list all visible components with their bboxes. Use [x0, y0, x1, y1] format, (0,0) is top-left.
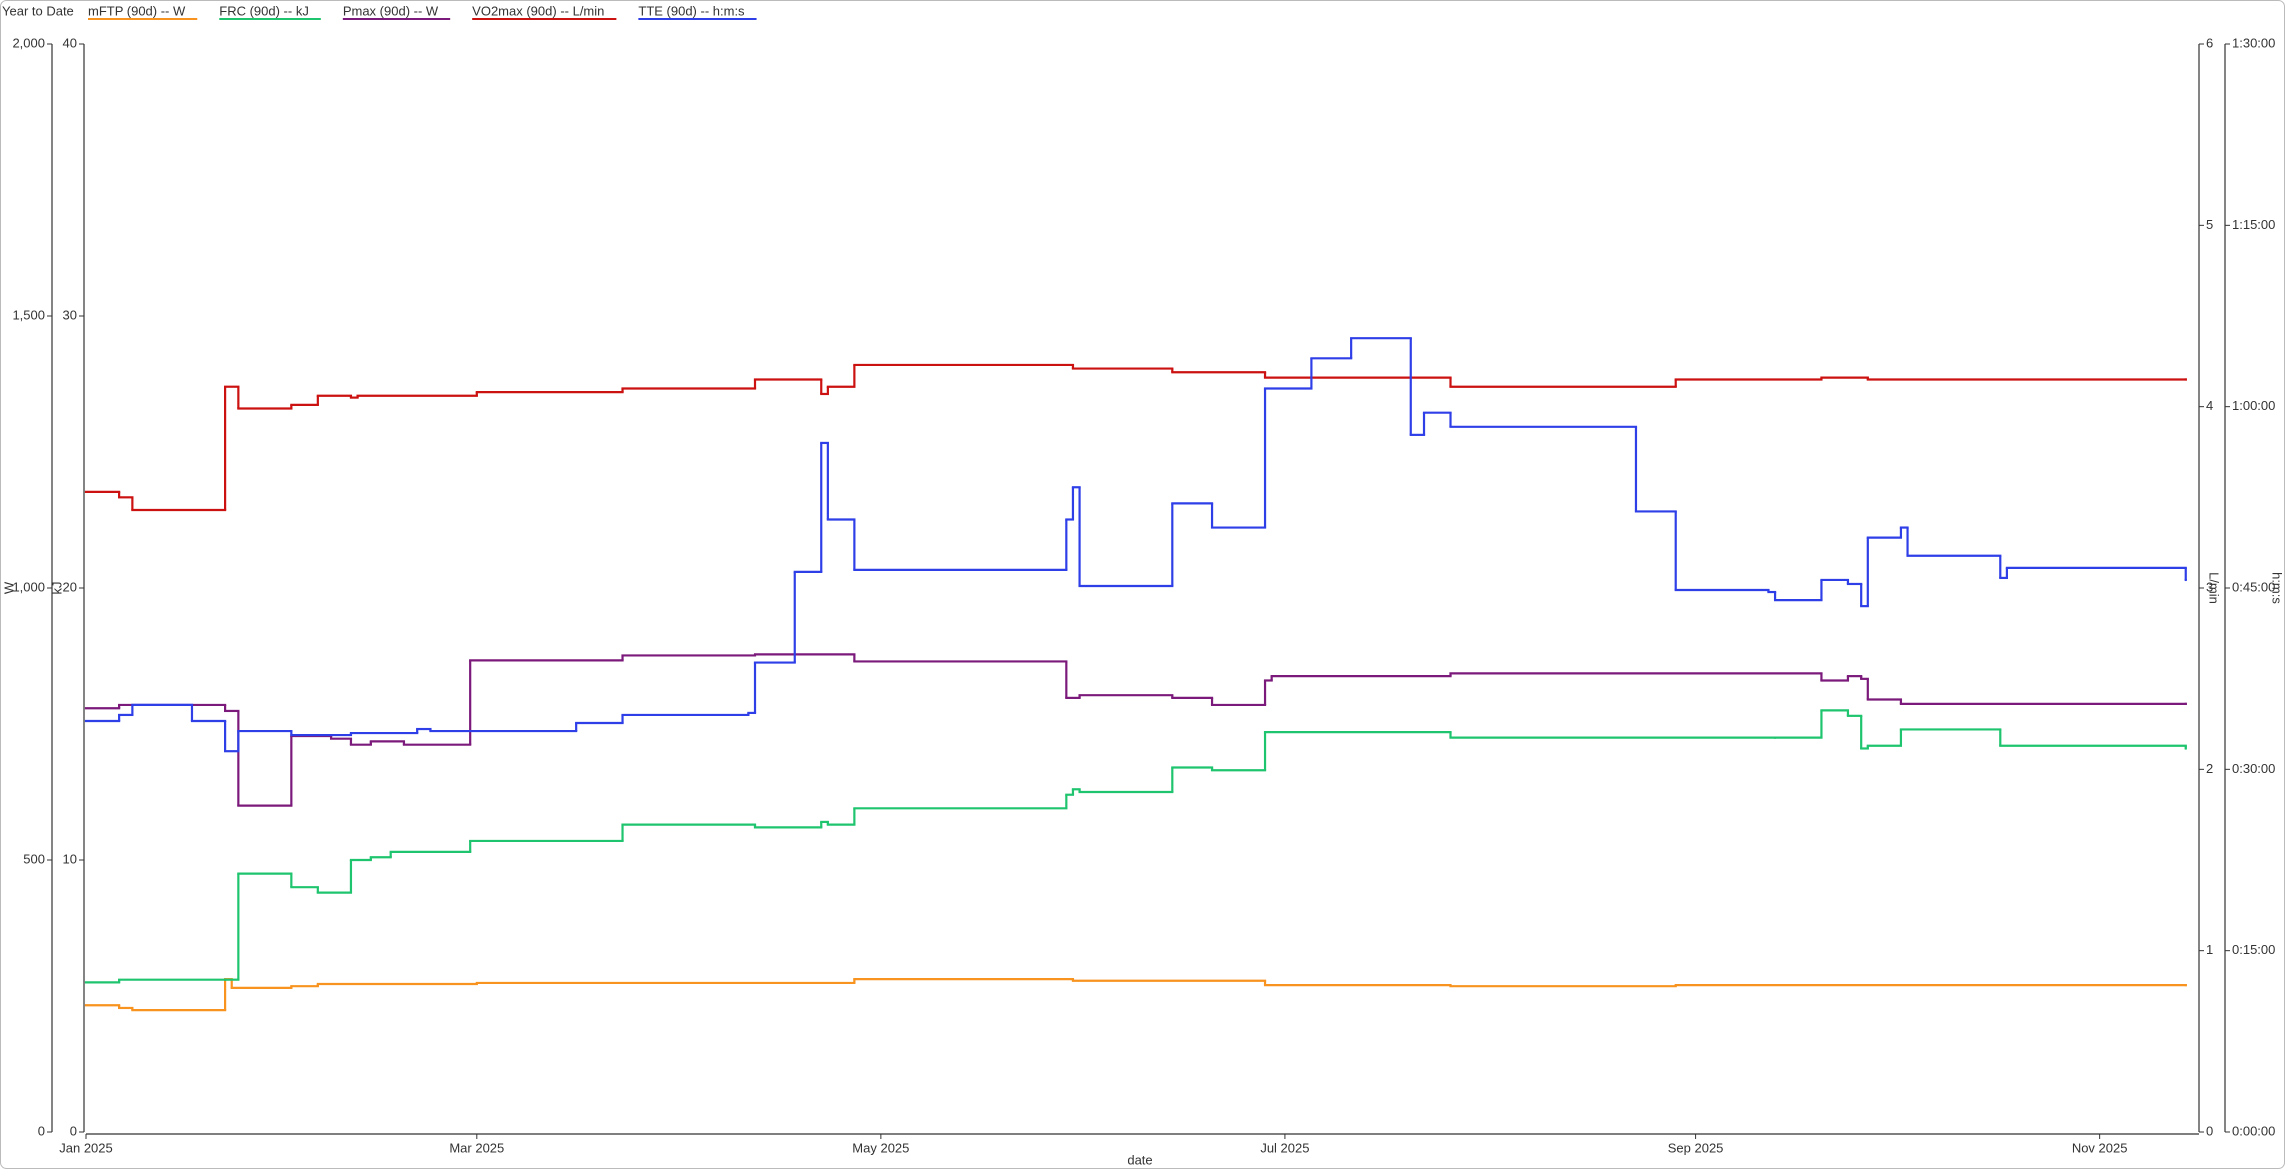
series [84, 337, 2187, 753]
y-axis-title: kJ [49, 582, 64, 595]
y-tick-label: 500 [23, 851, 45, 866]
y-tick-label: 0:30:00 [2232, 761, 2275, 776]
y-tick-label: 30 [63, 307, 77, 322]
y-tick-label: 1:30:00 [2232, 35, 2275, 50]
y-tick-label: 40 [63, 35, 77, 50]
y-tick-label: 1 [2206, 942, 2213, 957]
y-tick-label: 1,000 [12, 579, 45, 594]
y-tick-label: 1:15:00 [2232, 217, 2275, 232]
legend-label: TTE (90d) -- h:m:s [638, 3, 745, 18]
y-axis-title: L/min [2207, 572, 2222, 604]
legend-label: mFTP (90d) -- W [88, 3, 186, 18]
y-axis-title: W [1, 581, 16, 594]
y-tick-label: 2,000 [12, 35, 45, 50]
y-tick-label: 4 [2206, 398, 2213, 413]
y-tick-label: 3 [2206, 579, 2213, 594]
series [84, 709, 2187, 984]
legend-label: VO2max (90d) -- L/min [472, 3, 604, 18]
x-tick-label: Jul 2025 [1260, 1140, 1309, 1155]
legend-label: Pmax (90d) -- W [343, 3, 439, 18]
y-tick-label: 5 [2206, 217, 2213, 232]
y-tick-label: 0 [2206, 1123, 2213, 1138]
y-tick-label: 20 [63, 579, 77, 594]
series [84, 978, 2187, 1012]
y-tick-label: 0 [38, 1123, 45, 1138]
y-tick-label: 0:00:00 [2232, 1123, 2275, 1138]
x-tick-label: Sep 2025 [1668, 1140, 1724, 1155]
x-tick-label: May 2025 [852, 1140, 909, 1155]
x-tick-label: Jan 2025 [59, 1140, 113, 1155]
y-tick-label: 10 [63, 851, 77, 866]
y-tick-label: 1,500 [12, 307, 45, 322]
legend-label: FRC (90d) -- kJ [219, 3, 309, 18]
x-axis-title: date [1127, 1152, 1152, 1167]
x-tick-label: Mar 2025 [449, 1140, 504, 1155]
y-tick-label: 0:45:00 [2232, 579, 2275, 594]
y-tick-label: 2 [2206, 761, 2213, 776]
series [84, 653, 2187, 807]
x-tick-label: Nov 2025 [2072, 1140, 2128, 1155]
y-tick-label: 0 [70, 1123, 77, 1138]
y-tick-label: 6 [2206, 35, 2213, 50]
series [84, 363, 2187, 512]
chart-title: Year to Date [2, 3, 74, 18]
y-tick-label: 0:15:00 [2232, 942, 2275, 957]
y-tick-label: 1:00:00 [2232, 398, 2275, 413]
y-axis-title: h:m:s [2270, 572, 2285, 604]
